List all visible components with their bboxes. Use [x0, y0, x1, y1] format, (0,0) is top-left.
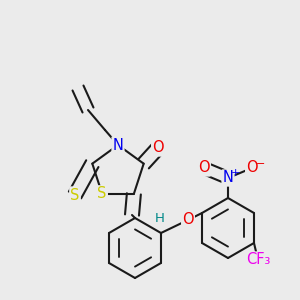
Text: H: H — [155, 212, 165, 224]
Text: O: O — [198, 160, 210, 175]
Text: O: O — [246, 160, 258, 175]
Text: CF₃: CF₃ — [246, 253, 270, 268]
Text: O: O — [152, 140, 164, 155]
Text: O: O — [182, 212, 194, 227]
Text: S: S — [70, 188, 80, 202]
Text: N: N — [112, 137, 123, 152]
Text: S: S — [98, 186, 107, 201]
Text: −: − — [256, 159, 266, 169]
Text: +: + — [230, 168, 240, 178]
Text: N: N — [223, 170, 233, 185]
